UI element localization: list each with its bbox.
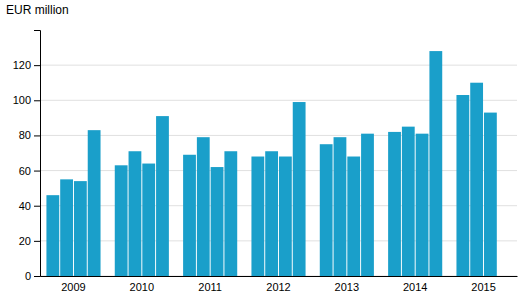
y-tick-mark [34,241,40,242]
bar [197,137,210,276]
bar [361,134,374,276]
y-tick-mark [34,276,40,277]
x-tick-label: 2014 [403,281,427,293]
bar [156,116,169,276]
plot: 2009 2010 2011 2012 2013 2014 2015 0 20 40 60 80 100… [13,31,518,293]
bar [388,132,401,276]
y-tick-label: 20 [19,235,31,247]
grid-line [40,65,517,66]
x-tick: 2012 [266,281,290,293]
bar [265,151,278,276]
y-tick-mark [34,100,40,101]
bar [88,130,101,276]
bar [402,127,415,276]
bar [416,134,429,276]
y-tick-label: 40 [19,200,31,212]
y-tick-label: 0 [25,270,31,282]
x-axis-line [41,276,518,277]
bar [142,164,155,276]
y-tick: 80 [19,129,40,141]
bars [46,51,496,276]
y-tick-label: 120 [13,59,31,71]
y-tick-label: 80 [19,129,31,141]
y-tick-mark [34,65,40,66]
y-tick: 20 [19,235,40,247]
bar [484,113,497,276]
x-tick: 2013 [335,281,359,293]
x-axis: 2009 2010 2011 2012 2013 2014 2015 [41,277,518,293]
x-tick-label: 2013 [335,281,359,293]
x-tick: 2015 [471,281,495,293]
x-tick-label: 2009 [61,281,85,293]
y-axis-title: EUR million [6,3,69,17]
y-tick-label: 60 [19,165,31,177]
x-tick: 2009 [61,281,85,293]
x-tick: 2011 [198,281,222,293]
bar [183,155,196,276]
y-tick: 60 [19,165,40,177]
bar [320,144,333,276]
x-tick-label: 2015 [471,281,495,293]
bar [60,179,73,276]
chart: 2009 2010 2011 2012 2013 2014 2015 0 20 40 60 80 100… [0,0,529,302]
grid-line [40,205,517,206]
grid [40,65,517,276]
x-tick: 2010 [130,281,154,293]
y-tick-mark [34,206,40,207]
grid-line [40,240,517,241]
grid-line [40,100,517,101]
y-tick: 120 [13,59,40,71]
bar [251,157,264,276]
bar [211,167,224,276]
bar [456,95,469,276]
bar [470,83,483,276]
grid-line [40,135,517,136]
bar [429,51,442,276]
x-tick-label: 2012 [266,281,290,293]
y-axis-line [34,31,41,277]
y-tick-mark [34,171,40,172]
grid-line [40,276,517,277]
bar [334,137,347,276]
bar [224,151,237,276]
bar [46,195,59,276]
bar [74,181,87,276]
y-tick-mark [34,135,40,136]
y-tick: 0 [25,270,40,282]
bar [347,157,360,276]
bar [129,151,142,276]
x-tick-label: 2010 [130,281,154,293]
x-tick-label: 2011 [198,281,222,293]
bar [115,165,128,276]
y-tick: 100 [13,94,40,106]
y-tick-label: 100 [13,94,31,106]
y-tick: 40 [19,200,40,212]
x-tick: 2014 [403,281,427,293]
y-axis: 0 20 40 60 80 100 120 [13,31,41,283]
bar [293,102,306,276]
bar [279,157,292,276]
grid-line [40,170,517,171]
